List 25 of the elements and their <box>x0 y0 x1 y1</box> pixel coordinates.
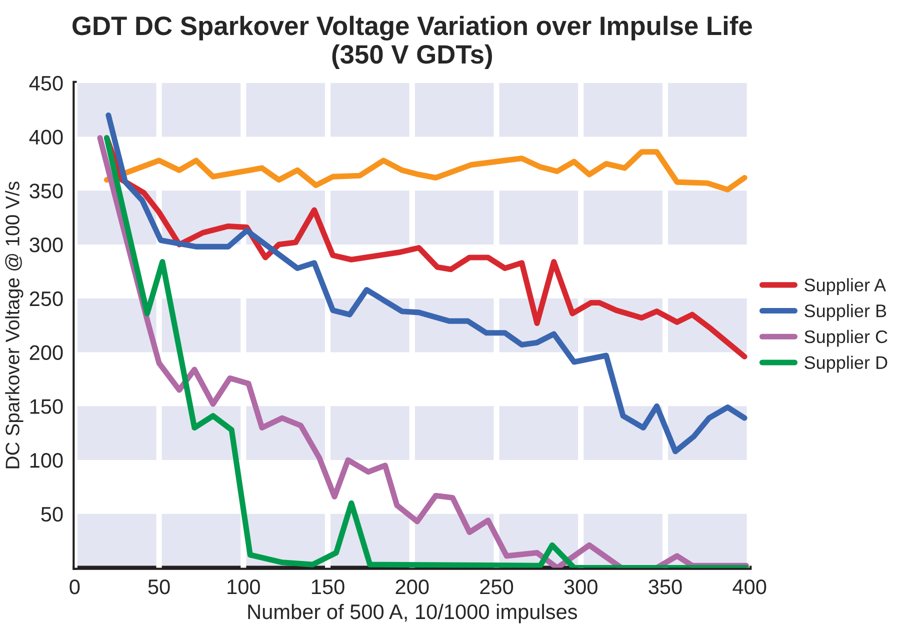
y-tick-label: 200 <box>30 345 63 360</box>
y-tick-label: 50 <box>41 506 63 522</box>
legend-label: Supplier A <box>804 278 886 295</box>
y-tick-label: 350 <box>30 184 63 198</box>
x-tick-label: 100 <box>228 579 260 594</box>
x-tick-label: 150 <box>312 579 344 594</box>
y-tick-label: 150 <box>30 399 63 414</box>
x-tick-label: 400 <box>732 579 766 594</box>
y-tick-label: 400 <box>29 130 63 145</box>
legend-label: Supplier D <box>804 356 888 373</box>
y-tick-label: 250 <box>30 291 63 306</box>
chart-title: GDT DC Sparkover Voltage Variation over Impulse Life (350 V GDTs) <box>72 16 752 69</box>
y-tick-label: 300 <box>30 238 63 252</box>
y-tick-label: 100 <box>30 453 63 468</box>
legend-label: Supplier C <box>804 330 888 347</box>
x-tick-label: 350 <box>648 579 682 594</box>
x-axis-title: Number of 500 A, 10/1000 impulses <box>248 604 578 624</box>
x-tick-label: 200 <box>396 579 429 594</box>
y-tick-label: 450 <box>29 76 63 91</box>
x-tick-label: 50 <box>148 579 170 594</box>
y-axis-title: DC Sparkover Voltage @ 100 V/s <box>5 182 24 468</box>
legend-label: Supplier B <box>804 304 886 321</box>
x-tick-label: 250 <box>480 579 514 594</box>
x-tick-label: 0 <box>70 579 80 594</box>
x-tick-label: 300 <box>564 579 598 594</box>
